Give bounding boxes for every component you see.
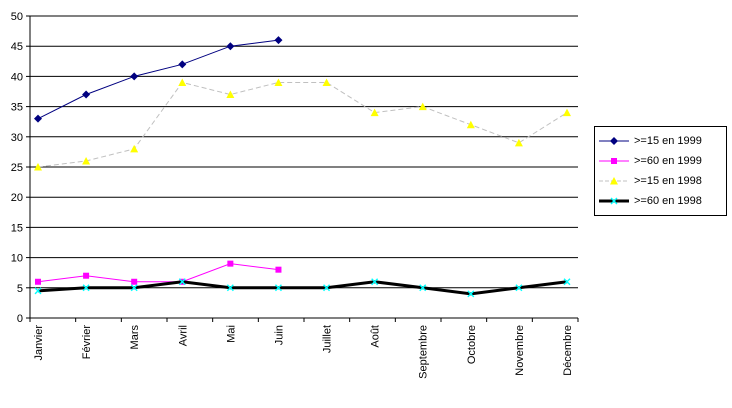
y-axis-tick-label: 15: [11, 222, 23, 234]
x-axis-tick-label: Avril: [177, 325, 189, 346]
square-marker-icon: [275, 266, 282, 273]
x-marker-icon: [515, 284, 523, 292]
y-axis-tick-label: 40: [11, 71, 23, 83]
x-axis-tick-label: Septembre: [418, 325, 430, 379]
x-marker-icon: [610, 197, 618, 205]
legend-label: >=15 en 1999: [634, 135, 702, 147]
diamond-marker-icon: [130, 72, 139, 81]
chart-legend: >=15 en 1999 >=60 en 1999 >=15 en 1998 >=60…: [594, 126, 727, 216]
x-marker-icon: [82, 284, 90, 292]
x-axis-tick-label: Mai: [225, 325, 237, 343]
x-axis-tick-label: Août: [370, 325, 382, 348]
triangle-marker-icon: [418, 102, 427, 111]
triangle-marker-icon: [610, 177, 618, 185]
triangle-marker-icon: [130, 144, 139, 153]
diamond-marker-icon: [274, 36, 283, 45]
y-axis-tick-label: 10: [11, 253, 23, 265]
x-marker-icon: [178, 278, 186, 286]
square-marker-icon: [83, 272, 90, 279]
triangle-marker-icon: [322, 78, 331, 86]
x-axis-tick-label: Juin: [273, 325, 285, 345]
diamond-marker-icon: [82, 90, 91, 99]
x-marker-icon: [563, 278, 571, 286]
triangle-marker-icon: [226, 90, 235, 99]
legend-label: >=60 en 1999: [634, 155, 702, 167]
triangle-marker-icon: [514, 138, 523, 147]
x-marker-icon: [274, 284, 282, 292]
triangle-marker-icon: [466, 120, 475, 129]
y-axis-tick-label: 35: [11, 102, 23, 114]
x-marker-icon: [419, 284, 427, 292]
triangle-marker-icon: [178, 78, 187, 86]
square-marker-icon: [131, 278, 138, 285]
x-axis-tick-label: Octobre: [466, 325, 478, 364]
legend-item-3: >=15 en 1998: [598, 171, 723, 191]
x-marker-icon: [371, 278, 379, 286]
y-axis-tick-label: 5: [17, 283, 23, 295]
triangle-marker-icon: [370, 108, 379, 117]
x-marker-icon: [323, 284, 331, 292]
series-1-line: [34, 36, 283, 123]
triangle-marker-icon: [34, 163, 42, 171]
y-axis-tick-label: 45: [11, 41, 23, 53]
triangle-marker-icon: [563, 108, 571, 117]
x-marker-icon: [34, 287, 42, 295]
x-axis-tick-label: Juillet: [322, 325, 334, 353]
y-axis-tick-label: 50: [11, 11, 23, 23]
legend-key-icon: [599, 197, 629, 205]
x-axis-tick-label: Décembre: [562, 325, 574, 376]
square-marker-icon: [35, 278, 41, 285]
x-marker-icon: [226, 284, 234, 292]
series-4-line: [34, 278, 571, 298]
x-axis-tick-label: Janvier: [33, 325, 45, 361]
diamond-marker-icon: [34, 114, 42, 123]
legend-item-1: >=15 en 1999: [598, 131, 723, 151]
y-axis: 0 5 10 15 20 25 30 35 40 45 50: [11, 11, 30, 325]
y-axis-tick-label: 25: [11, 162, 23, 174]
legend-key-icon: [599, 177, 629, 185]
square-marker-icon: [611, 158, 617, 164]
triangle-marker-icon: [82, 156, 91, 165]
x-axis: Janvier Février Mars Avril Mai Juin Juillet Aoû…: [33, 325, 574, 379]
legend-label: >=60 en 1998: [634, 195, 702, 207]
diamond-marker-icon: [226, 42, 235, 51]
legend-item-4: >=60 en 1998: [598, 191, 723, 211]
x-marker-icon: [467, 290, 475, 298]
legend-key-icon: [599, 137, 629, 145]
x-axis-tick-label: Novembre: [514, 325, 526, 376]
series-3-line: [34, 78, 571, 171]
y-axis-tick-label: 20: [11, 192, 23, 204]
x-axis-tick-label: Février: [81, 325, 93, 360]
legend-label: >=15 en 1998: [634, 175, 702, 187]
legend-item-2: >=60 en 1999: [598, 151, 723, 171]
axes: [29, 16, 579, 322]
x-axis-tick-label: Mars: [129, 325, 141, 350]
series-2-line: [35, 260, 282, 285]
legend-key-icon: [599, 158, 629, 164]
y-axis-tick-label: 30: [11, 132, 23, 144]
diamond-marker-icon: [178, 60, 187, 69]
gridlines: [30, 15, 578, 319]
diamond-marker-icon: [610, 137, 618, 145]
y-axis-tick-label: 0: [17, 313, 23, 325]
square-marker-icon: [227, 260, 234, 267]
triangle-marker-icon: [274, 78, 283, 86]
x-marker-icon: [130, 284, 138, 292]
